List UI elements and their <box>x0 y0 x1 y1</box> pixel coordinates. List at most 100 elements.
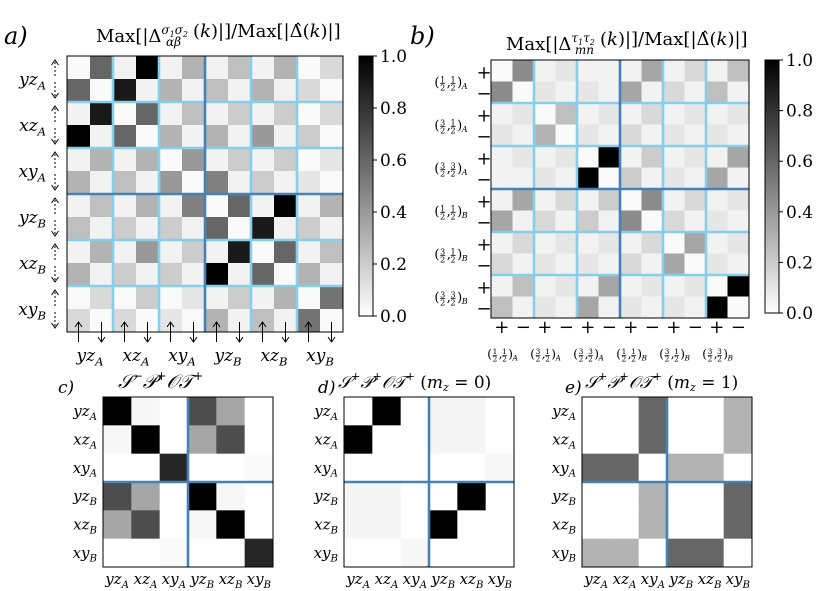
svg-text:2: 2 <box>536 355 541 364</box>
panel-a-cell-r4-c4 <box>159 148 183 172</box>
svg-text:2: 2 <box>622 355 627 364</box>
panel-b-cell-r11-c10 <box>706 296 728 319</box>
panel-a-cell-r4-c10 <box>297 148 321 172</box>
panel-a-cell-r6-c10 <box>297 194 321 218</box>
panel-d-frame <box>343 396 515 568</box>
svg-text:2: 2 <box>674 355 679 364</box>
panel-e-cell-r3-c3 <box>667 482 696 511</box>
panel-b-cell-r10-c11 <box>727 275 750 297</box>
panel-b-cell-r5-c5 <box>598 167 621 190</box>
svg-text:1: 1 <box>451 75 456 84</box>
panel-b-col-sign-7: − <box>645 317 660 338</box>
panel-b-cell-r2-c0 <box>491 103 513 125</box>
panel-a-cell-r11-c9 <box>274 309 298 333</box>
svg-text:2: 2 <box>451 126 456 135</box>
panel-c-cell-r5-c3 <box>188 538 217 568</box>
panel-a-cell-r5-c1 <box>90 171 114 195</box>
panel-d-cell-r3-c4 <box>457 482 487 511</box>
svg-text:B: B <box>641 353 648 362</box>
panel-b-row-minus-3: − <box>476 213 491 234</box>
panel-letter-c: c) <box>58 378 74 398</box>
panel-c-cell-r4-c2 <box>159 510 189 540</box>
panel-a-cell-r7-c8 <box>251 217 275 241</box>
panel-a-col-up-arrow-3 <box>212 321 221 342</box>
panel-c-cell-r0-c3 <box>188 397 217 426</box>
panel-c-cell-r0-c1 <box>131 397 161 426</box>
panel-a-colorbar-label-5: 1.0 <box>380 47 407 67</box>
panel-a-col-down-arrow-2 <box>189 322 198 343</box>
svg-text:1: 1 <box>545 347 550 356</box>
panel-a-cell-r10-c7 <box>228 286 252 310</box>
panel-b-col-sign-3: − <box>559 317 574 338</box>
panel-c-cell-r4-c5 <box>244 510 274 540</box>
panel-e-col-label-1: xzA <box>613 570 637 591</box>
panel-a-cell-r9-c3 <box>136 263 160 287</box>
panel-b-row-plus-4: + <box>476 235 491 256</box>
panel-c-cell-r3-c3 <box>188 482 217 511</box>
panel-d-cell-r1-c3 <box>429 425 458 455</box>
panel-a-frame <box>66 55 344 333</box>
panel-c-cell-r2-c1 <box>131 453 161 483</box>
panel-a-cell-r0-c8 <box>251 56 275 80</box>
panel-b-row-minus-4: − <box>476 256 491 277</box>
svg-text:3: 3 <box>440 161 445 170</box>
panel-c-cell-r2-c4 <box>216 453 246 483</box>
panel-e-cell-r4-c0 <box>582 510 611 540</box>
panel-b-cell-r10-c3 <box>555 275 578 297</box>
svg-text:3: 3 <box>440 247 445 256</box>
panel-a-cell-r10-c4 <box>159 286 183 310</box>
panel-letter-d: d) <box>318 378 336 398</box>
panel-e-title: 𝒮+𝒫+𝒪𝒯+ (mz = 1) <box>585 370 738 394</box>
panel-e-cell-r5-c1 <box>610 538 640 568</box>
panel-a-col-up-arrow-1 <box>120 321 129 342</box>
svg-text:2: 2 <box>451 83 456 92</box>
panel-e-cell-r3-c5 <box>723 482 753 511</box>
svg-text:2: 2 <box>502 355 507 364</box>
panel-a-cell-r3-c9 <box>274 125 298 149</box>
panel-b-col-sign-10: + <box>709 317 724 338</box>
panel-b-cell-r6-c5 <box>598 189 621 211</box>
panel-b-colorbar: 0.0 0.2 0.4 0.6 0.8 1.0 <box>764 51 813 324</box>
panel-b-cell-r10-c2 <box>534 275 556 297</box>
panel-b-row-plus-0: + <box>476 63 491 84</box>
svg-text:3: 3 <box>588 347 593 356</box>
panel-e-cell-r0-c4 <box>695 397 725 426</box>
panel-c-cell-r5-c0 <box>103 538 132 568</box>
panel-a-cell-r3-c7 <box>228 125 252 149</box>
panel-e-col-label-4: xzB <box>698 570 722 591</box>
svg-text:2: 2 <box>440 212 445 221</box>
panel-b-row-plus-1: + <box>476 106 491 127</box>
svg-text:2: 2 <box>493 355 498 364</box>
svg-text:2: 2 <box>440 83 445 92</box>
panel-c-frame <box>102 396 274 568</box>
panel-a-cell-r4-c0 <box>67 148 91 172</box>
panel-a-title: Max[|Δσ1σ2 αβ (k)|]/Max[|Δ̂(k)|] <box>96 21 341 49</box>
panel-b-cell-r2-c1 <box>512 103 535 125</box>
svg-text:1: 1 <box>502 347 507 356</box>
panel-c-cell-r1-c5 <box>244 425 274 455</box>
panel-c-row-label-1: xzA <box>73 431 97 452</box>
panel-b-cell-r11-c4 <box>577 296 599 319</box>
panel-b-cell-r9-c3 <box>555 253 578 276</box>
panel-a-cell-r4-c11 <box>320 148 344 172</box>
panel-a-cell-r1-c4 <box>159 79 183 103</box>
svg-text:): ) <box>457 291 462 306</box>
panel-a-cell-r1-c0 <box>67 79 91 103</box>
panel-b-colorbar-gradient <box>764 59 780 314</box>
panel-a-col-down-arrow-4 <box>281 322 290 343</box>
panel-e-cell-r2-c1 <box>610 453 640 483</box>
panel-b-cell-r1-c10 <box>706 81 728 104</box>
panel-a-cell-r3-c0 <box>67 125 91 149</box>
panel-a-cell-r8-c8 <box>251 240 275 264</box>
panel-a-cell-r7-c9 <box>274 217 298 241</box>
panel-b-cell-r11-c1 <box>512 296 535 319</box>
svg-text:,: , <box>499 347 503 361</box>
panel-a-cell-r5-c8 <box>251 171 275 195</box>
panel-a-row-label-1: xzA <box>19 116 46 138</box>
panel-b-cell-r6-c10 <box>706 189 728 211</box>
panel-e-cell-r2-c5 <box>723 453 753 483</box>
panel-b-cell-r9-c8 <box>663 253 685 276</box>
panel-c-row-label-3: yzB <box>72 487 97 508</box>
panel-b-cell-r1-c4 <box>577 81 599 104</box>
